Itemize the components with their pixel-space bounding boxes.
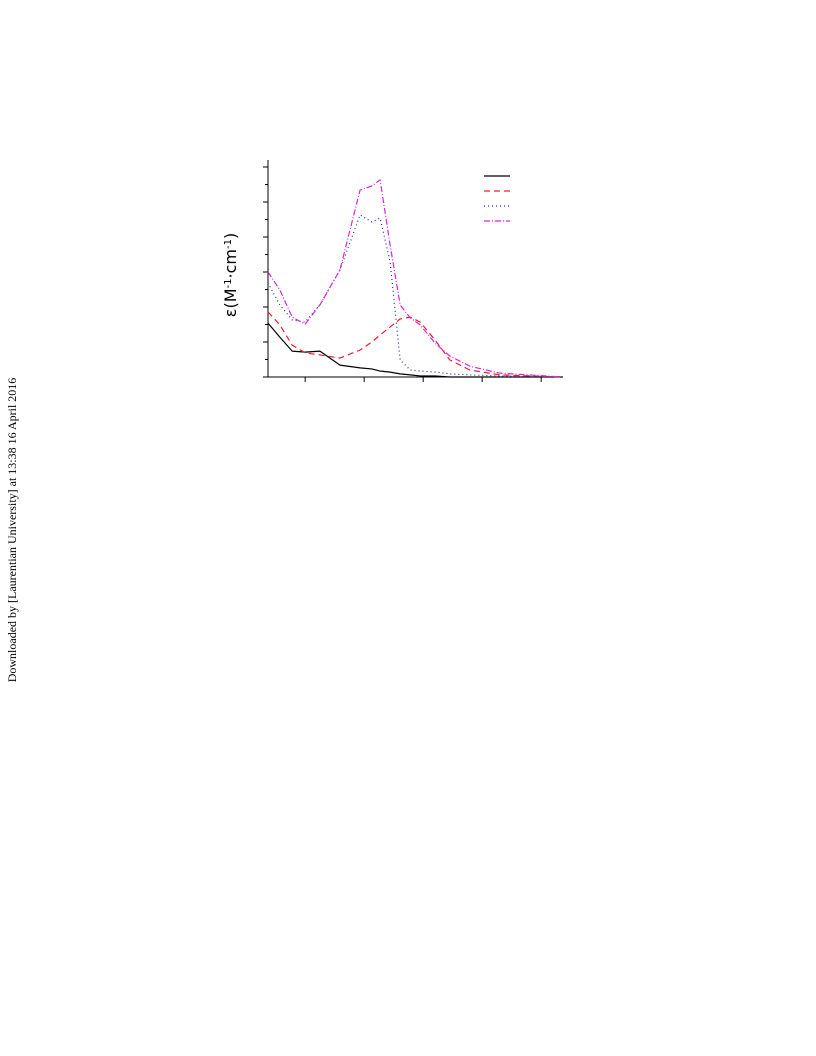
- side-note: Downloaded by [Laurentian University] at…: [5, 378, 19, 683]
- y-label-part: ·cm: [221, 249, 240, 278]
- y-label-part: M: [221, 288, 240, 302]
- y-label-part: (: [221, 302, 240, 308]
- y-axis-label: ε(M-1·cm-1): [221, 233, 240, 317]
- series-line: [267, 179, 564, 378]
- y-label-part: -1: [223, 279, 234, 289]
- y-label-part: ): [221, 233, 240, 239]
- series-line: [267, 214, 564, 378]
- series-line: [267, 311, 564, 378]
- y-label-part: ε: [221, 309, 240, 318]
- y-label-part: -1: [223, 239, 234, 249]
- series-line: [267, 322, 563, 378]
